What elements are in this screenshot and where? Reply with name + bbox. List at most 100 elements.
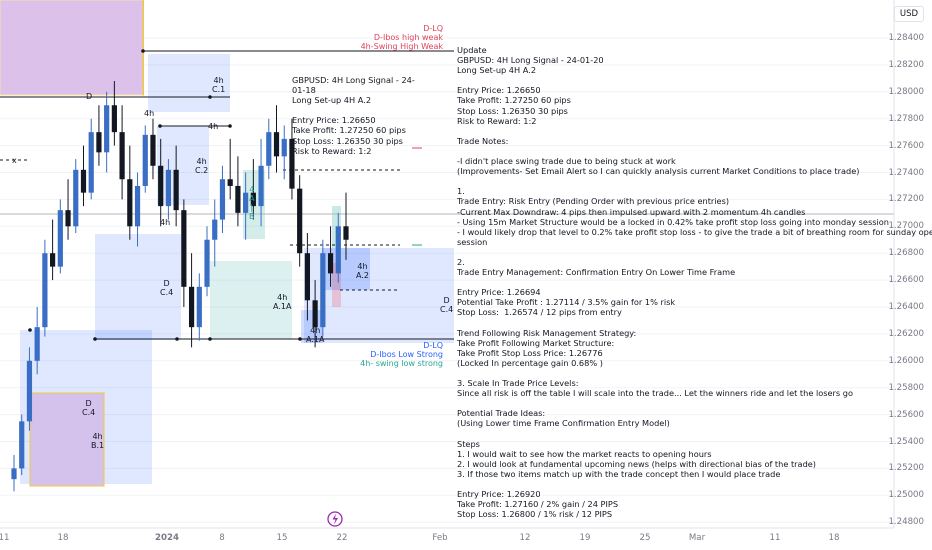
candle-body <box>11 468 17 480</box>
zone-label-c4-c: D C.4 <box>440 296 454 314</box>
candle-body <box>212 219 218 240</box>
structure-point <box>93 337 97 341</box>
note-line: Long Set-up 4H A.2 <box>457 65 537 76</box>
candle <box>142 125 148 193</box>
candle-body <box>134 185 141 227</box>
candle <box>42 239 48 337</box>
chart-lines <box>0 50 894 340</box>
candle <box>204 226 210 297</box>
note-line: Trend Following Risk Management Strategy… <box>457 327 637 338</box>
candle <box>219 165 226 234</box>
price-axis-label: 1.28000 <box>888 86 924 97</box>
candle-body <box>320 253 326 328</box>
swing-low-strong-label: 4h- swing low strong <box>360 359 443 368</box>
candle <box>134 172 141 247</box>
x-marker-label: x <box>12 156 17 165</box>
note-line: GBPUSD: 4H Long Signal - 24- <box>292 75 415 85</box>
candle-body <box>188 286 195 328</box>
d-lq-high-label: D-LQ <box>423 24 443 33</box>
candle <box>150 118 156 180</box>
note-line: 01-18 <box>292 85 316 96</box>
candle-body <box>243 192 249 213</box>
candle-body <box>88 132 94 193</box>
candle <box>243 172 249 240</box>
zone-label-c1: 4h C.1 <box>212 76 226 94</box>
candle-body <box>289 138 295 189</box>
candle <box>50 219 56 281</box>
note-line: 2. I would look at fundamental upcoming … <box>457 458 816 469</box>
tradingview-event-icon[interactable] <box>327 511 343 527</box>
note-line: Potential Trade Ideas: <box>457 408 546 419</box>
note-line: Since all risk is off the table I will s… <box>457 388 854 399</box>
candle-body <box>181 210 187 287</box>
currency-button[interactable]: USD <box>894 6 924 22</box>
supply-zone-edge <box>142 0 144 96</box>
note-line: Entry Price: 1.26694 <box>457 287 541 298</box>
note-line <box>457 126 932 136</box>
zone-label-c2: 4h C.2 <box>195 157 209 175</box>
candle-body <box>227 179 233 186</box>
note-line <box>457 176 932 186</box>
candle <box>297 175 303 267</box>
time-axis-label: 19 <box>579 533 591 543</box>
price-axis-label: 1.26400 <box>888 302 924 312</box>
candle <box>80 145 87 207</box>
d-ibos-low-strong-label: D-Ibos Low Strong <box>370 350 443 359</box>
note-line: Stop Loss: 1.26800 / 1% risk / 12 PIPS <box>457 509 613 520</box>
time-axis-label: 2024 <box>155 533 179 543</box>
zone-c1 <box>148 54 230 112</box>
note-line: - I would likely drop that level to 0.2%… <box>457 226 932 237</box>
zone-label-b1: 4h B.1 <box>91 432 105 450</box>
note-line: session <box>457 236 488 247</box>
note-line: Trade Entry Management: Confirmation Ent… <box>457 267 736 278</box>
price-axis-label: 1.25600 <box>888 409 924 420</box>
candle-body <box>304 253 310 301</box>
candle-body <box>119 132 125 180</box>
candle-body <box>96 132 102 153</box>
time-axis-label: 25 <box>639 533 651 543</box>
daily-level-label: D <box>86 92 93 101</box>
candle-body <box>250 192 256 207</box>
candle <box>57 199 63 274</box>
candle-body <box>104 105 110 153</box>
candle-body <box>258 165 264 207</box>
note-line <box>292 105 415 115</box>
price-axis-label: 1.27400 <box>888 167 924 178</box>
note-line: - Using 15m Market Structure would be a … <box>457 216 889 227</box>
note-line <box>457 368 932 378</box>
zone-label-c4-b: D C.4 <box>82 399 96 417</box>
price-axis-label: 1.27200 <box>888 194 924 205</box>
candle-body <box>165 169 172 207</box>
candle <box>312 280 318 348</box>
candle <box>304 233 310 321</box>
swing-high-weak-label: 4h-Swing High Weak <box>360 42 443 51</box>
candle <box>11 454 17 492</box>
candle <box>335 212 341 283</box>
time-axis-label: Mar <box>688 533 706 543</box>
price-axis-label: 1.26800 <box>888 248 924 259</box>
candle <box>258 138 264 227</box>
d-ibos-high-weak-label: D-Ibos high weak <box>373 33 443 42</box>
candle-body <box>26 360 33 422</box>
note-line: (Locked In percentage gain 0.68% ) <box>457 357 603 368</box>
note-line: Risk to Reward: 1:2 <box>292 145 372 156</box>
candle <box>165 159 172 220</box>
candle <box>158 138 164 227</box>
time-axis-label: 18 <box>57 533 69 543</box>
zone-c2 <box>157 126 209 205</box>
price-axis-label: 1.27600 <box>888 140 924 151</box>
candle <box>65 179 71 240</box>
candle <box>34 307 40 375</box>
price-axis-label: 1.25200 <box>888 463 924 474</box>
candle-body <box>111 105 117 133</box>
note-line: 3. Scale In Trade Price Levels: <box>457 378 579 389</box>
price-axis-label: 1.25000 <box>888 490 924 501</box>
candle <box>327 226 334 287</box>
candle <box>227 138 233 200</box>
h4-level-label-2: 4h <box>160 218 171 227</box>
candle-body <box>281 138 287 157</box>
zone-label-a2: 4h A.2 <box>356 262 369 280</box>
candle <box>273 105 280 173</box>
note-line: 1. <box>457 186 465 197</box>
